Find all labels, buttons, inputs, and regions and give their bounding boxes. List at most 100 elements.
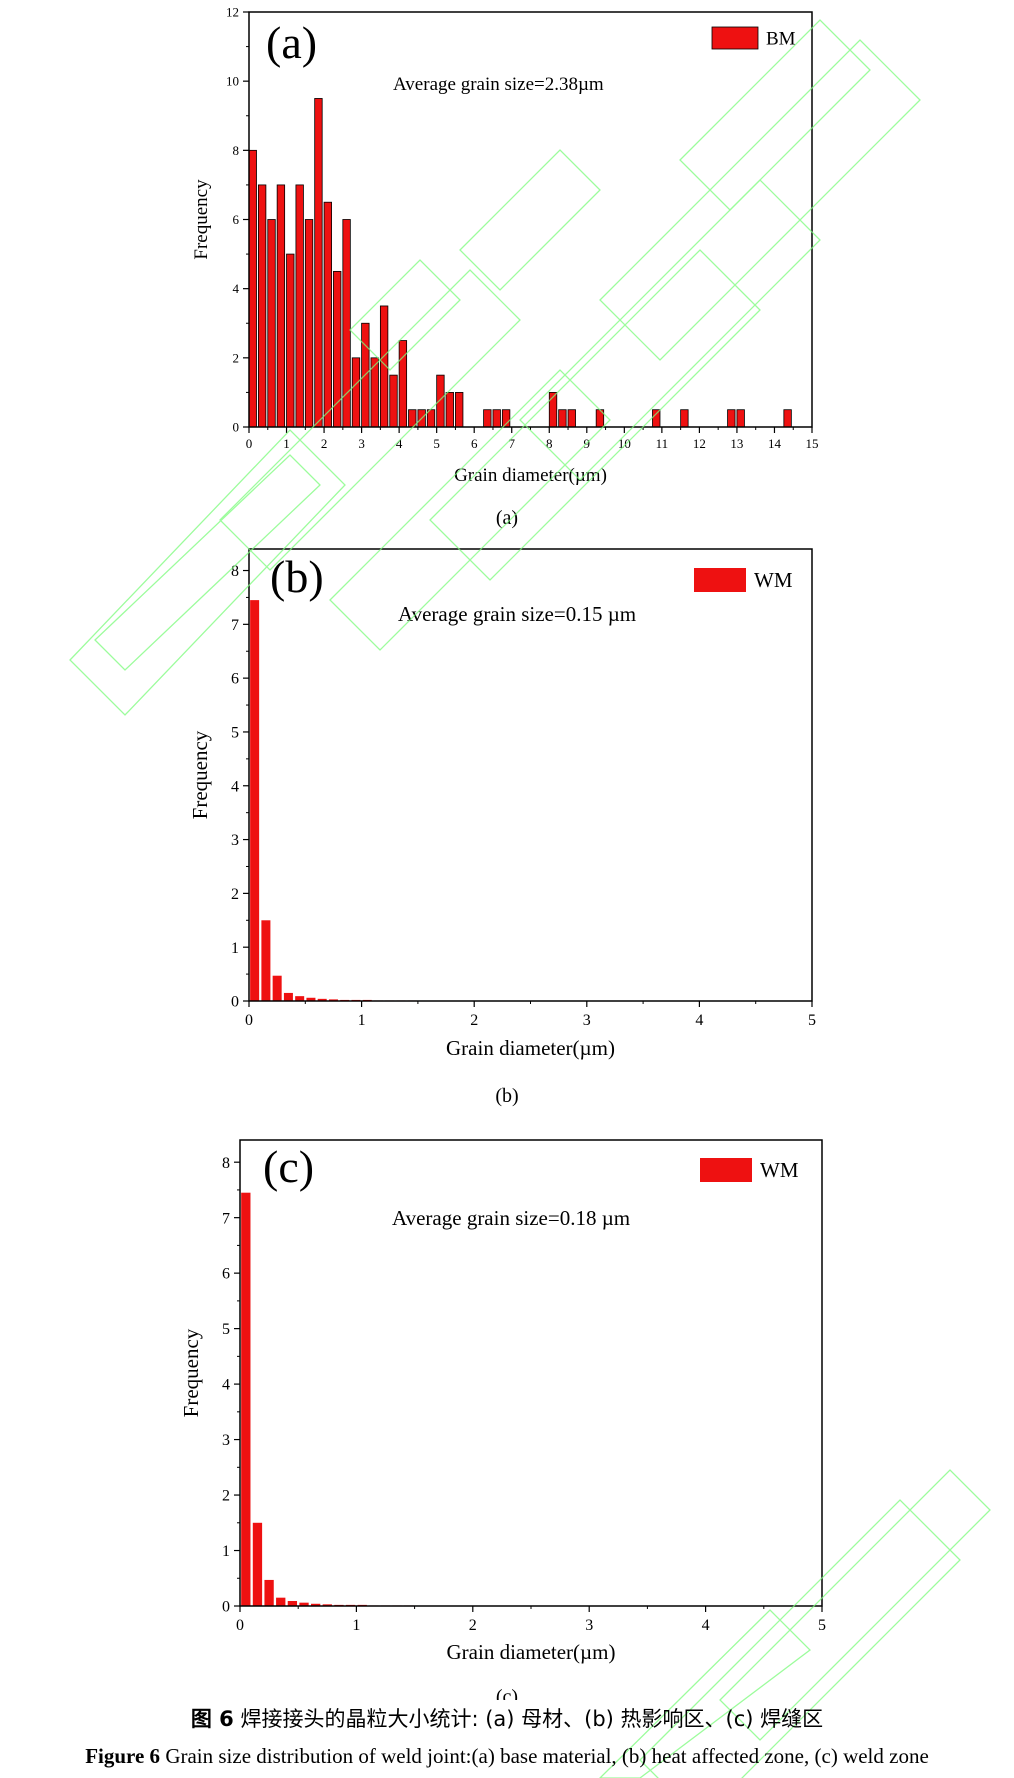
bar <box>398 340 408 428</box>
y-tick-label: 2 <box>222 1488 230 1505</box>
x-tick-label: 3 <box>583 1012 591 1029</box>
y-tick-label: 4 <box>231 778 239 795</box>
y-tick-label: 4 <box>222 1377 230 1394</box>
x-tick-label: 2 <box>321 436 328 451</box>
figure-caption-chinese: 图 6 焊接接头的晶粒大小统计: (a) 母材、(b) 热影响区、(c) 焊缝区 <box>0 1703 1014 1733</box>
y-tick-label: 0 <box>231 994 239 1011</box>
caption-en-label: Figure 6 <box>85 1744 161 1768</box>
bar <box>333 270 342 428</box>
bar <box>361 322 370 428</box>
bar <box>267 219 276 428</box>
chart-panel-b: 0 1 2 3 4 5 0 1 2 3 4 5 6 7 8 Grain diameter(µm) Frequen… <box>188 548 816 1107</box>
bar <box>408 409 417 428</box>
bar <box>417 409 426 428</box>
y-tick-label: 12 <box>226 5 239 20</box>
panel-tag: (c) <box>263 1141 314 1192</box>
bar <box>389 374 398 428</box>
bar <box>276 1597 286 1606</box>
bar <box>652 409 661 428</box>
caption-cn-text: 焊接接头的晶粒大小统计: (a) 母材、(b) 热影响区、(c) 焊缝区 <box>240 1707 824 1731</box>
x-tick-label: 9 <box>584 436 591 451</box>
bar <box>783 409 792 428</box>
bar <box>295 184 304 428</box>
y-tick-label: 0 <box>233 420 240 435</box>
bar <box>445 392 454 428</box>
x-tick-label: 12 <box>693 436 706 451</box>
x-tick-label: 4 <box>396 436 403 451</box>
legend-label: WM <box>760 1158 799 1182</box>
x-tick-label: 1 <box>352 1617 360 1634</box>
y-tick-label: 0 <box>222 1599 230 1616</box>
bar <box>342 219 351 428</box>
x-tick-label: 5 <box>808 1012 816 1029</box>
panel-sublabel: (a) <box>496 507 518 529</box>
x-tick-label: 15 <box>806 436 819 451</box>
x-axis-label: Grain diameter(µm) <box>447 1640 616 1664</box>
bars-group <box>250 600 417 1001</box>
x-tick-label: 3 <box>358 436 365 451</box>
bar <box>311 1603 321 1606</box>
y-tick-label: 8 <box>222 1155 230 1172</box>
y-tick-label: 8 <box>233 143 240 158</box>
x-tick-label: 14 <box>768 436 782 451</box>
bar <box>501 409 511 428</box>
bar <box>323 201 332 428</box>
bar <box>379 305 389 428</box>
y-tick-label: 7 <box>231 617 239 634</box>
y-tick-label: 8 <box>231 563 239 580</box>
bar <box>558 409 567 428</box>
bar <box>287 1601 298 1606</box>
x-tick-label: 0 <box>236 1617 244 1634</box>
y-tick-label: 10 <box>226 74 239 89</box>
figure-caption-english: Figure 6 Grain size distribution of weld… <box>0 1744 1014 1769</box>
bar <box>426 409 436 428</box>
y-tick-label: 6 <box>231 671 239 688</box>
bar <box>295 996 305 1001</box>
panel-tag: (a) <box>266 17 317 68</box>
bars-group <box>248 98 792 428</box>
x-tick-label: 4 <box>702 1617 710 1634</box>
bar <box>241 1192 251 1606</box>
y-axis-label: Frequency <box>188 730 212 819</box>
y-tick-label: 1 <box>222 1543 230 1560</box>
y-tick-label: 3 <box>231 832 239 849</box>
x-tick-label: 3 <box>585 1617 593 1634</box>
average-grain-annotation: Average grain size=0.18 µm <box>392 1206 630 1230</box>
x-tick-label: 7 <box>508 436 515 451</box>
bar <box>283 992 293 1001</box>
bar <box>680 409 689 428</box>
bar <box>286 253 295 428</box>
x-tick-label: 2 <box>470 1012 478 1029</box>
bar <box>261 920 271 1001</box>
x-tick-label: 5 <box>433 436 440 451</box>
legend-swatch <box>700 1158 752 1182</box>
bar <box>351 357 361 428</box>
y-tick-label: 2 <box>233 350 240 365</box>
panel-tag: (b) <box>270 551 324 602</box>
bar <box>276 184 286 428</box>
panel-sublabel: (b) <box>495 1085 518 1107</box>
y-tick-label: 4 <box>233 281 240 296</box>
x-tick-label: 6 <box>471 436 478 451</box>
x-tick-label: 10 <box>618 436 631 451</box>
bar <box>248 149 257 428</box>
bar <box>567 409 576 428</box>
x-axis-label: Grain diameter(µm) <box>446 1036 615 1060</box>
bar <box>727 409 736 428</box>
bar <box>250 600 260 1001</box>
bar <box>306 997 316 1001</box>
x-tick-label: 1 <box>283 436 290 451</box>
bar <box>304 219 314 428</box>
x-tick-label: 2 <box>469 1617 477 1634</box>
bar <box>492 409 501 428</box>
y-tick-label: 3 <box>222 1432 230 1449</box>
legend-label: BM <box>766 29 796 50</box>
y-tick-label: 5 <box>231 725 239 742</box>
bar <box>314 98 323 428</box>
x-tick-label: 4 <box>695 1012 703 1029</box>
bar <box>370 357 379 428</box>
x-tick-label: 13 <box>730 436 743 451</box>
caption-cn-label: 图 6 <box>190 1707 234 1731</box>
average-grain-annotation: Average grain size=2.38µm <box>393 74 604 95</box>
